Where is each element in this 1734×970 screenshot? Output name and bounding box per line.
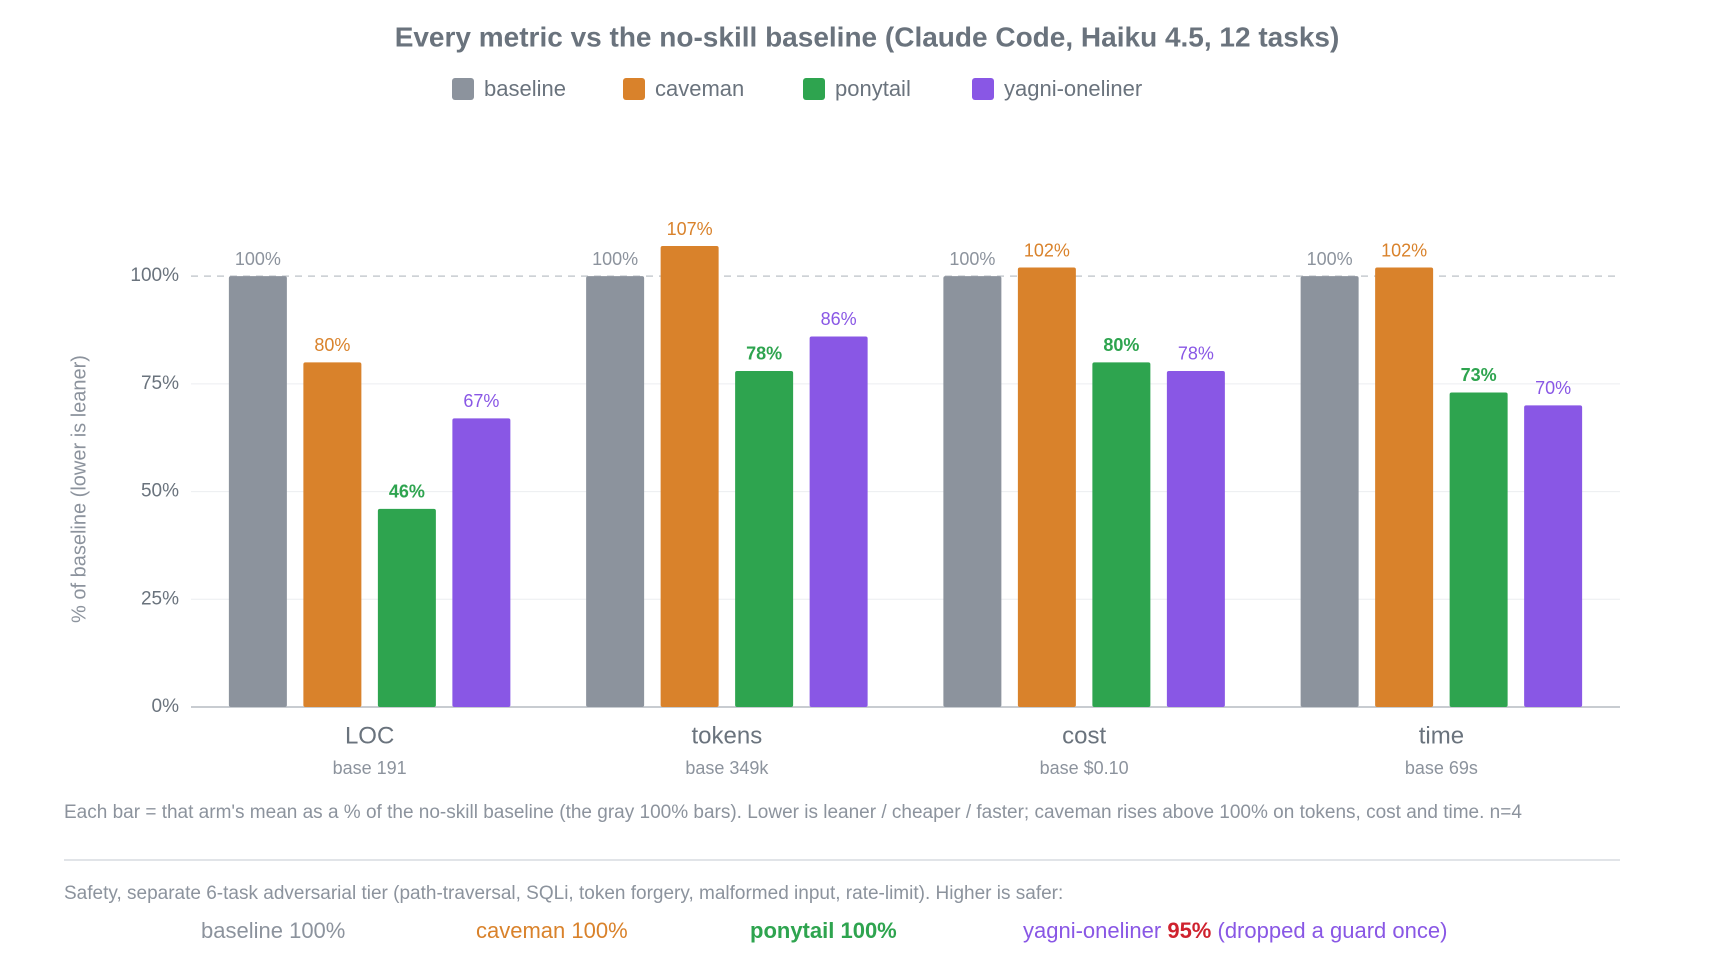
bar — [660, 246, 719, 707]
legend-swatch — [623, 78, 645, 100]
value-label: 107% — [667, 219, 713, 239]
legend-label: ponytail — [835, 76, 911, 101]
y-tick-label: 25% — [141, 588, 179, 609]
bar — [1524, 405, 1583, 707]
value-label: 46% — [389, 482, 425, 502]
y-tick-label: 100% — [130, 265, 179, 286]
bar — [452, 418, 511, 707]
y-tick-label: 50% — [141, 481, 179, 502]
separator — [64, 859, 1620, 861]
legend-label: yagni-oneliner — [1004, 76, 1142, 101]
safety-name: baseline — [201, 918, 283, 943]
bar — [809, 336, 868, 707]
value-label: 100% — [592, 249, 638, 269]
legend-swatch — [972, 78, 994, 100]
x-tick-label: cost — [1062, 722, 1106, 749]
value-label: 100% — [949, 249, 995, 269]
value-label: 78% — [1178, 344, 1214, 364]
y-axis-label: % of baseline (lower is leaner) — [68, 355, 90, 623]
x-sublabel: base $0.10 — [1040, 758, 1129, 778]
bar — [586, 276, 645, 707]
bar — [1166, 370, 1225, 707]
value-label: 100% — [235, 249, 281, 269]
safety-item: ponytail 100% — [750, 918, 897, 944]
x-sublabel: base 69s — [1405, 758, 1478, 778]
legend-swatch — [452, 78, 474, 100]
chart-title: Every metric vs the no-skill baseline (C… — [395, 21, 1340, 52]
legend-swatch — [803, 78, 825, 100]
safety-name: ponytail — [750, 918, 835, 943]
bar — [1092, 362, 1151, 707]
value-label: 78% — [746, 344, 782, 364]
bar — [1449, 392, 1508, 707]
x-tick-label: tokens — [692, 722, 763, 749]
bar — [1300, 276, 1359, 707]
bar — [1375, 267, 1434, 707]
bar — [735, 370, 794, 707]
bar — [943, 276, 1002, 707]
value-label: 102% — [1024, 240, 1070, 260]
value-label: 80% — [1103, 335, 1139, 355]
value-label: 67% — [463, 391, 499, 411]
safety-item: caveman 100% — [476, 918, 628, 944]
value-label: 70% — [1535, 378, 1571, 398]
y-tick-label: 0% — [152, 696, 180, 717]
safety-value: 100% — [289, 918, 346, 943]
x-tick-label: time — [1419, 722, 1464, 749]
bar — [303, 362, 362, 707]
x-sublabel: base 191 — [333, 758, 407, 778]
legend-label: baseline — [484, 76, 566, 101]
bar — [377, 508, 436, 707]
legend-label: caveman — [655, 76, 744, 101]
bar — [1017, 267, 1076, 707]
value-label: 80% — [314, 335, 350, 355]
value-label: 102% — [1381, 240, 1427, 260]
safety-value: 100% — [571, 918, 628, 943]
x-sublabel: base 349k — [685, 758, 769, 778]
safety-note: (dropped a guard once) — [1217, 918, 1448, 943]
safety-item: baseline 100% — [201, 918, 345, 944]
y-tick-label: 75% — [141, 373, 179, 394]
x-tick-label: LOC — [345, 722, 394, 749]
safety-text: Safety, separate 6-task adversarial tier… — [64, 883, 1064, 904]
footnote: Each bar = that arm's mean as a % of the… — [64, 802, 1522, 823]
value-label: 100% — [1307, 249, 1353, 269]
safety-value: 100% — [840, 918, 897, 943]
chart: Every metric vs the no-skill baseline (C… — [68, 21, 1620, 778]
safety-item: yagni-oneliner 95% (dropped a guard once… — [1023, 918, 1447, 944]
bar — [228, 276, 287, 707]
safety-value: 95% — [1167, 918, 1212, 943]
safety-name: yagni-oneliner — [1023, 918, 1162, 943]
value-label: 86% — [821, 309, 857, 329]
value-label: 73% — [1461, 365, 1497, 385]
safety-name: caveman — [476, 918, 566, 943]
